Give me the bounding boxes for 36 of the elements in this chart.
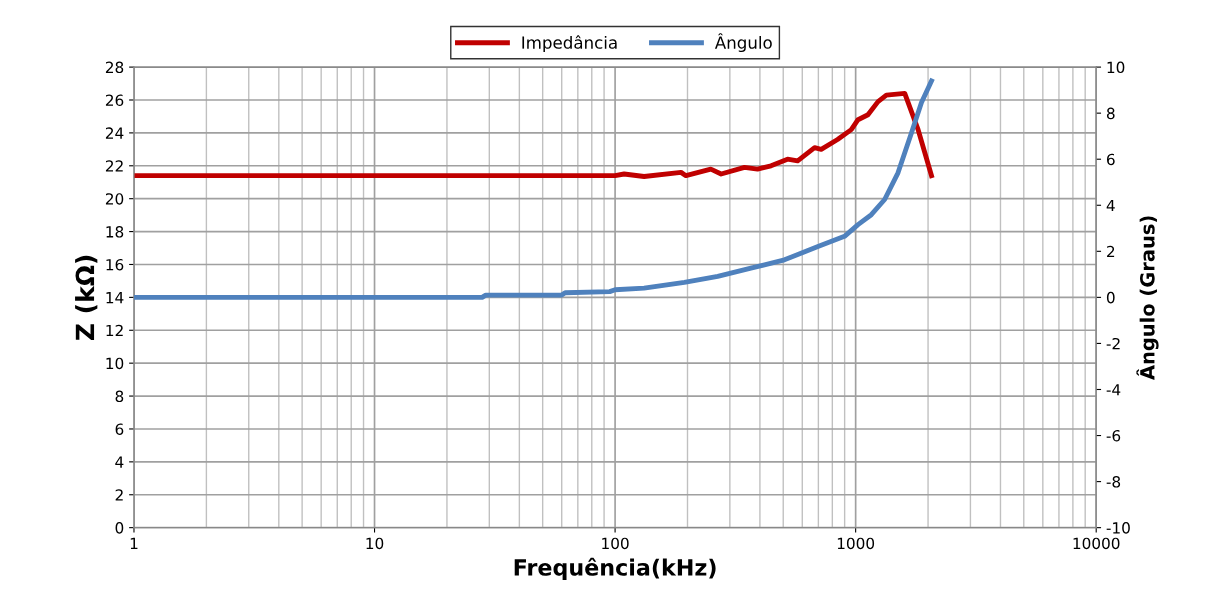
y2-tick-label: 4 [1106, 199, 1115, 212]
y2-tick-label: 6 [1106, 153, 1115, 166]
y2-tick-label: -2 [1106, 337, 1120, 350]
y-tick-label: 22 [105, 160, 123, 172]
y-axis-title: Z (kΩ) [75, 255, 98, 341]
y2-tick-label: 2 [1107, 245, 1115, 258]
y-tick-label: 6 [115, 423, 124, 435]
y-tick-label: 24 [105, 127, 124, 139]
x-tick-label: 100 [602, 537, 629, 550]
y-tick-label: 2 [115, 489, 123, 501]
y2-tick-label: -10 [1106, 522, 1130, 534]
y-tick-label: 16 [106, 258, 124, 271]
y-tick-label: 0 [115, 522, 124, 534]
y-tick-label: 26 [105, 94, 124, 107]
x-axis-title: Frequência(kHz) [514, 557, 716, 581]
y2-tick-label: -6 [1106, 430, 1121, 442]
y2-axis-title: Ângulo (Graus) [1136, 216, 1159, 380]
y-tick-label: 28 [105, 61, 124, 74]
x-tick-label: 1 [130, 537, 138, 549]
y-tick-label: 14 [106, 292, 124, 304]
y2-tick-label: -4 [1106, 384, 1121, 396]
y-tick-label: 10 [106, 357, 124, 370]
y-tick-label: 20 [105, 193, 124, 205]
legend-label: Impedância [522, 35, 617, 53]
y-tick-label: 18 [106, 226, 124, 238]
y-tick-label: 4 [115, 456, 124, 468]
x-tick-label: 10000 [1073, 537, 1120, 550]
y-tick-label: 12 [106, 324, 123, 337]
y-tick-label: 8 [115, 390, 124, 403]
y2-tick-label: 0 [1106, 291, 1115, 304]
x-tick-label: 10 [366, 537, 384, 550]
y2-tick-label: -8 [1106, 476, 1121, 488]
y2-tick-label: 8 [1106, 107, 1115, 120]
legend-label: Ângulo [714, 33, 772, 53]
y2-tick-label: 10 [1107, 61, 1125, 74]
x-tick-label: 1000 [837, 537, 875, 550]
